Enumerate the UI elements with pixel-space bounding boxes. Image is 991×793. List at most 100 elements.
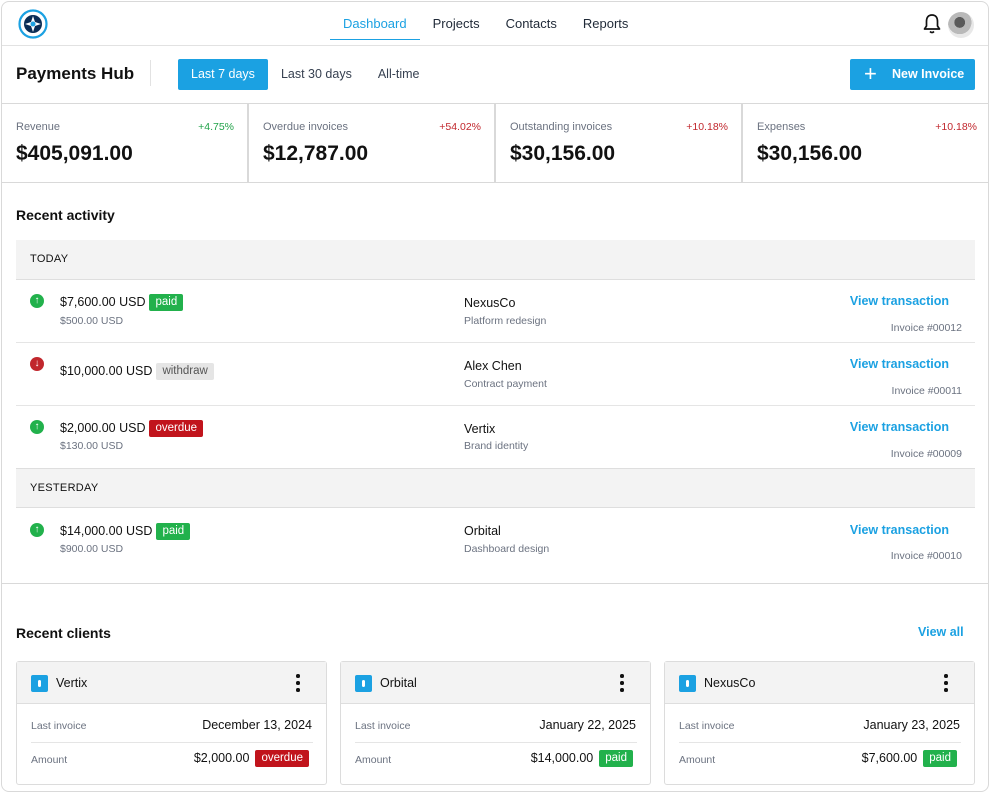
stat-value: $30,156.00: [510, 142, 616, 165]
amount-text: $2,000.00: [193, 751, 250, 765]
activity-client: Orbital: [464, 524, 501, 538]
activity-row: ↑ $14,000.00 USD paid $900.00 USD Orbital…: [16, 509, 975, 572]
stat-label: Overdue invoices: [263, 121, 348, 133]
client-card-header: Orbital: [341, 662, 650, 704]
status-badge: paid: [149, 294, 184, 311]
view-transaction-link[interactable]: View transaction: [849, 420, 949, 434]
header-divider: [150, 60, 151, 86]
nav-reports[interactable]: Reports: [582, 16, 629, 31]
date-range-tabs: Last 7 days Last 30 days All-time: [178, 59, 433, 90]
activity-row: ↑ $7,600.00 USD paid $500.00 USD NexusCo …: [16, 280, 975, 343]
arrow-up-circle-icon: ↑: [30, 523, 44, 537]
client-amount: $2,000.00 overdue: [194, 750, 309, 767]
page-title: Payments Hub: [16, 64, 135, 83]
client-icon: [679, 675, 696, 692]
stat-label: Revenue: [16, 121, 61, 133]
activity-sub-amount: $900.00 USD: [60, 543, 124, 555]
nav-contacts[interactable]: Contacts: [505, 16, 557, 31]
more-vertical-icon[interactable]: [941, 672, 951, 694]
view-transaction-link[interactable]: View transaction: [849, 357, 949, 371]
invoice-number: Invoice #00009: [890, 448, 962, 460]
amount-text: $7,600.00: [861, 751, 918, 765]
status-badge: withdraw: [156, 363, 214, 380]
bell-icon[interactable]: [922, 13, 942, 35]
activity-client: NexusCo: [464, 296, 516, 310]
activity-amount: $10,000.00 USD withdraw: [60, 363, 214, 380]
range-last-30-days[interactable]: Last 30 days: [280, 67, 352, 81]
more-vertical-icon[interactable]: [617, 672, 627, 694]
activity-client: Alex Chen: [464, 359, 522, 373]
stat-outstanding-invoices: Outstanding invoices +10.18% $30,156.00: [496, 104, 743, 182]
stat-delta: +10.18%: [686, 121, 728, 133]
client-card[interactable]: Vertix Last invoice December 13, 2024 Am…: [16, 661, 327, 785]
recent-activity-title: Recent activity: [16, 207, 115, 223]
stat-expenses: Expenses +10.18% $30,156.00: [743, 104, 988, 182]
arrow-up-circle-icon: ↑: [30, 294, 44, 308]
activity-row: ↓ $10,000.00 USD withdraw Alex Chen Contr…: [16, 343, 975, 406]
activity-row: ↑ $2,000.00 USD overdue $130.00 USD Verti…: [16, 406, 975, 469]
client-name: Orbital: [380, 676, 417, 690]
stat-value: $30,156.00: [757, 142, 863, 165]
stat-delta: +54.02%: [439, 121, 481, 133]
recent-clients-title: Recent clients: [16, 625, 111, 641]
amount-text: $10,000.00 USD: [60, 364, 153, 378]
invoice-number: Invoice #00011: [891, 385, 962, 397]
client-amount: $14,000.00 paid: [531, 750, 633, 767]
client-icon: [355, 675, 372, 692]
stats-row: Revenue +4.75% $405,091.00 Overdue invoi…: [2, 103, 988, 183]
activity-description: Brand identity: [464, 440, 529, 452]
card-divider: [355, 742, 637, 743]
arrow-up-circle-icon: ↑: [30, 420, 44, 434]
status-badge: overdue: [149, 420, 204, 437]
activity-client: Vertix: [464, 422, 496, 436]
last-invoice-label: Last invoice: [31, 720, 87, 732]
stat-value: $12,787.00: [263, 142, 369, 165]
client-name: Vertix: [56, 676, 88, 690]
arrow-down-circle-icon: ↓: [30, 357, 44, 371]
client-card-header: NexusCo: [665, 662, 974, 704]
logo-icon[interactable]: [18, 9, 48, 39]
stat-overdue-invoices: Overdue invoices +54.02% $12,787.00: [249, 104, 496, 182]
client-card-header: Vertix: [17, 662, 326, 704]
amount-label: Amount: [679, 754, 716, 766]
amount-text: $7,600.00 USD: [60, 295, 146, 309]
activity-amount: $2,000.00 USD overdue: [60, 420, 204, 437]
stat-label: Outstanding invoices: [510, 121, 613, 133]
stat-label: Expenses: [757, 121, 806, 133]
activity-amount: $7,600.00 USD paid: [60, 294, 184, 311]
activity-description: Contract payment: [464, 378, 547, 390]
plus-icon: +: [864, 61, 877, 86]
section-divider: [2, 583, 988, 584]
invoice-number: Invoice #00012: [890, 322, 962, 334]
last-invoice-label: Last invoice: [355, 720, 411, 732]
activity-description: Dashboard design: [464, 543, 550, 555]
activity-sub-amount: $500.00 USD: [60, 315, 124, 327]
last-invoice-date: January 23, 2025: [863, 718, 960, 732]
avatar[interactable]: [948, 12, 974, 38]
group-header-yesterday: YESTERDAY: [16, 468, 975, 508]
client-amount: $7,600.00 paid: [862, 750, 957, 767]
client-name: NexusCo: [704, 676, 756, 690]
nav-dashboard[interactable]: Dashboard: [330, 2, 420, 40]
stat-revenue: Revenue +4.75% $405,091.00: [2, 104, 249, 182]
range-last-7-days[interactable]: Last 7 days: [178, 59, 268, 90]
more-vertical-icon[interactable]: [293, 672, 303, 694]
stat-delta: +4.75%: [198, 121, 234, 133]
client-card[interactable]: Orbital Last invoice January 22, 2025 Am…: [340, 661, 651, 785]
new-invoice-button[interactable]: + New Invoice: [850, 59, 975, 90]
invoice-number: Invoice #00010: [890, 550, 962, 562]
last-invoice-label: Last invoice: [679, 720, 735, 732]
client-card[interactable]: NexusCo Last invoice January 23, 2025 Am…: [664, 661, 975, 785]
status-badge: paid: [599, 750, 633, 767]
amount-text: $2,000.00 USD: [60, 421, 146, 435]
view-all-link[interactable]: View all: [918, 625, 964, 639]
last-invoice-date: December 13, 2024: [202, 718, 312, 732]
activity-amount: $14,000.00 USD paid: [60, 523, 191, 540]
view-transaction-link[interactable]: View transaction: [849, 294, 949, 308]
nav-projects[interactable]: Projects: [432, 16, 480, 31]
range-all-time[interactable]: All-time: [377, 67, 420, 81]
top-navigation: Dashboard Projects Contacts Reports: [2, 2, 988, 46]
amount-text: $14,000.00 USD: [60, 524, 153, 538]
view-transaction-link[interactable]: View transaction: [849, 523, 949, 537]
amount-label: Amount: [31, 754, 68, 766]
